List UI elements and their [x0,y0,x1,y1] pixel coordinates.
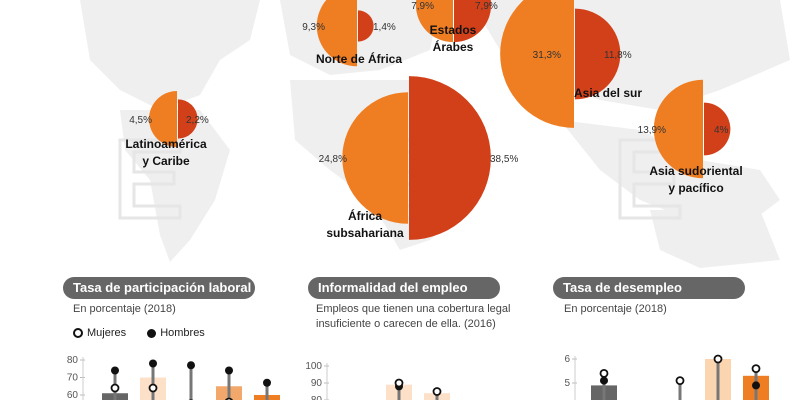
legend: Mujeres Hombres [73,327,223,339]
panel-subtitle-desempleo: En porcentaje (2018) [564,303,667,315]
continent-shape [560,120,780,230]
region-name: Asia sudoriental [649,164,742,178]
legend-label-mujeres: Mujeres [87,327,127,339]
hombres-point [752,381,760,390]
world-map-bubble-chart: 4,5% 2,2% Latinoamérica y Caribe 9,3% 1,4% Nor… [80,0,790,268]
bubble-left-half [500,0,574,128]
region-name: Norte de África [316,51,402,66]
legend-item-hombres: Hombres [147,327,205,339]
value-label-right: 38,5% [490,154,518,165]
tick-label: 6 [564,354,570,365]
mujeres-point [432,387,442,396]
value-label-left: 13,9% [638,125,666,136]
bubble-left-half [342,92,408,224]
mujeres-point [148,383,158,393]
panel-title-informalidad: Informalidad del empleo [308,277,500,299]
panel-title-desempleo: Tasa de desempleo [553,277,745,299]
value-label-right: 2,2% [186,115,209,126]
hombres-point [600,376,608,385]
region-bubble: 9,3% 1,4% Norte de África [302,0,402,67]
hombres-point [225,366,233,375]
region-name: subsahariana [326,226,404,240]
region-bubble: 31,3% 11,8% Asia del sur [500,0,642,128]
value-label-left: 24,8% [319,154,347,165]
region-bubble: 4,5% 2,2% Latinoamérica y Caribe [125,90,209,168]
region-name: Latinoamérica [125,137,207,151]
mujeres-point [110,383,120,393]
hombres-point [111,366,119,375]
tick-label: 80 [67,355,79,366]
legend-label-hombres: Hombres [160,327,205,339]
continent-shape [80,0,260,110]
bar-panel: 60 70 80 [67,355,280,400]
tick-label: 60 [67,390,79,400]
continent-shape [120,110,230,262]
bubble-left-half [415,0,453,43]
subtitle-line-1: Empleos que tienen una cobertura legal [316,303,511,315]
bar-panel: 80 90 100 [305,361,450,400]
region-name: y Caribe [142,154,190,168]
bubble-right-half [454,0,492,43]
region-name: Estados [430,23,477,37]
region-bubble: 24,8% 38,5% África subsahariana [319,76,518,240]
filled-circle-icon [147,328,157,338]
continent-shape [650,210,780,268]
panel-subtitle-participacion: En porcentaje (2018) [73,303,176,315]
value-label-right: 4% [714,125,729,136]
value-label-left: 31,3% [533,50,561,61]
bubble-left-half [316,0,357,67]
value-label-left: 7,9% [411,1,434,12]
region-name: Árabes [433,39,474,54]
bar-panel: 56 [564,354,769,400]
value-label-right: 11,8% [604,50,632,61]
region-bubble: 13,9% 4% Asia sudoriental y pacífico [638,79,743,195]
tick-label: 5 [564,378,570,389]
region-name: y pacífico [668,181,723,195]
bubble-right-half [575,8,621,100]
tick-label: 90 [311,378,323,389]
value-label-left: 9,3% [302,22,325,33]
mujeres-point [713,354,723,364]
panel-subtitle-informalidad: Empleos que tienen una cobertura legal i… [316,302,510,332]
value-label-right: 1,4% [373,22,396,33]
open-circle-icon [73,328,83,339]
value-label-left: 4,5% [129,115,152,126]
bubble-right-half [409,76,491,240]
legend-item-mujeres: Mujeres [73,327,126,339]
tick-label: 80 [311,395,323,400]
panel-title-participacion: Tasa de participación laboral [63,277,255,299]
hombres-point [149,359,157,368]
tick-label: 70 [67,373,79,384]
bubble-right-half [358,10,374,42]
bubble-left-half [148,90,177,148]
region-name: Asia del sur [574,86,642,100]
bubble-left-half [653,79,703,179]
mujeres-point [751,364,761,374]
tick-label: 100 [305,361,322,372]
value-label-right: 7,9% [475,1,498,12]
bubble-layer: 4,5% 2,2% Latinoamérica y Caribe 9,3% 1,4% Nor… [125,0,743,240]
region-name: África [348,208,382,223]
region-bubble: 7,9% 7,9% Estados Árabes [411,0,498,54]
mujeres-point [394,378,404,388]
watermark-letter [118,138,182,220]
mujeres-point [675,376,685,385]
hombres-point [187,361,195,370]
bar-charts: 607080809010056 [67,354,769,400]
subtitle-line-2: insuficiente o carecen de ella. (2016) [316,318,496,330]
bubble-right-half [704,102,731,156]
mujeres-point [599,369,609,378]
bubble-right-half [178,99,198,139]
hombres-point [263,378,271,387]
